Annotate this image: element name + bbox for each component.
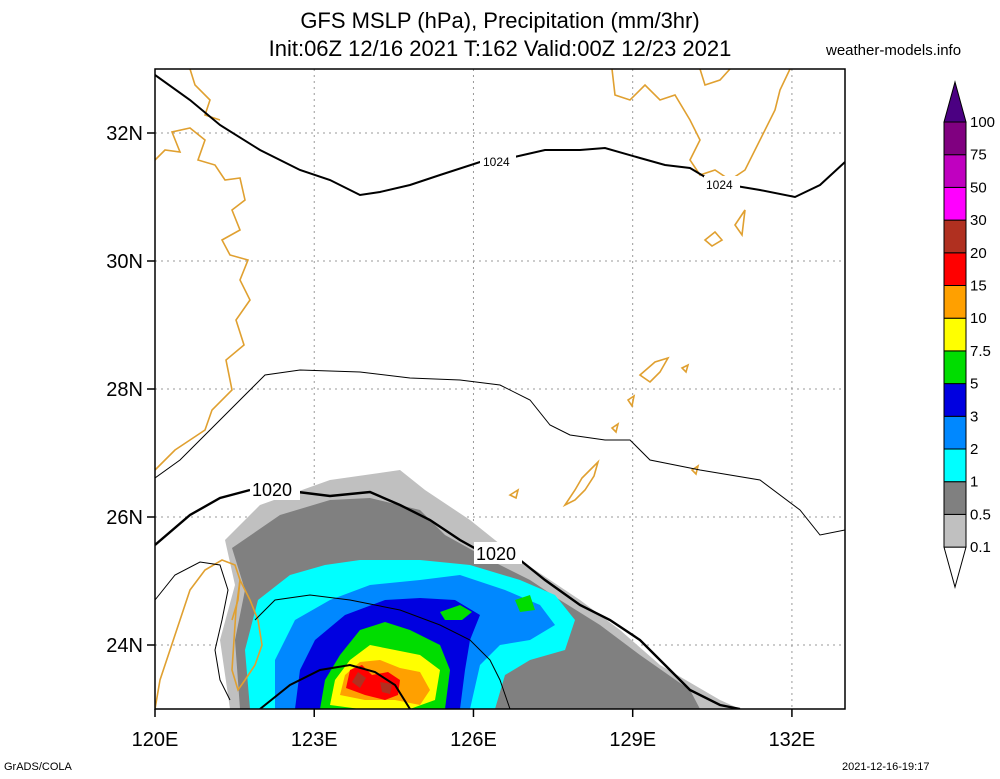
- precip-cell-east: [440, 595, 535, 620]
- tick-label-lon: 120E: [132, 729, 179, 751]
- colorbar-segment: [943, 513, 967, 548]
- isobar-label-1024-west: 1024: [483, 155, 510, 169]
- isobar-label-bg: [480, 152, 516, 168]
- axis-ticks: 120E 123E 126E 129E 132E 24N 26N 28N 30N 32N: [106, 123, 815, 751]
- colorbar-label: 10: [970, 310, 987, 327]
- coastline-china: [155, 127, 251, 471]
- isobar-label-bg: [474, 542, 522, 564]
- colorbar-label: 75: [970, 147, 987, 164]
- coastline-taiwan: [231, 577, 263, 692]
- map-title: GFS MSLP (hPa), Precipitation (mm/3hr): [300, 8, 700, 33]
- colorbar-segment: [943, 448, 967, 483]
- island-amami: [638, 356, 690, 384]
- colorbar-segment: [943, 121, 967, 156]
- colorbar-label: 1: [970, 474, 978, 491]
- colorbar-label: 5: [970, 376, 978, 393]
- island-okinawa: [508, 394, 700, 508]
- footer-timestamp: 2021-12-16-19:17: [842, 761, 930, 773]
- coastline-korea-kyushu: [611, 69, 791, 181]
- isobar-label-bg: [250, 478, 300, 500]
- tick-label-lat: 24N: [106, 635, 143, 657]
- colorbar-segment: [943, 415, 967, 450]
- colorbar-segment: [943, 285, 967, 319]
- colorbar-label: 30: [970, 212, 987, 229]
- colorbar-label: 0.5: [970, 506, 991, 523]
- colorbar-label: 15: [970, 278, 987, 295]
- tick-label-lat: 26N: [106, 507, 143, 529]
- island-tanegashima: [703, 209, 746, 247]
- map-subtitle: Init:06Z 12/16 2021 T:162 Valid:00Z 12/2…: [268, 36, 732, 61]
- isobar-labels: 1024 1024 1020 1020: [250, 152, 740, 564]
- colorbar-label: 20: [970, 245, 987, 262]
- isobar-1018: [155, 561, 511, 709]
- isobar-label-1024-east: 1024: [706, 178, 733, 192]
- colorbar-label: 2: [970, 441, 978, 458]
- tick-label-lat: 28N: [106, 379, 143, 401]
- colorbar-segment: [943, 154, 967, 188]
- colorbar-segment: [943, 219, 967, 254]
- precipitation-field: [220, 470, 740, 709]
- colorbar-lower-arrow: [943, 546, 967, 589]
- coastline-kyushu-north: [699, 69, 731, 87]
- colorbar-segment: [943, 350, 967, 385]
- colorbar-segment: [943, 383, 967, 417]
- site-credit: weather-models.info: [826, 42, 962, 59]
- tick-label-lon: 123E: [291, 729, 338, 751]
- colorbar-upper-arrow: [943, 80, 967, 123]
- tick-label-lat: 30N: [106, 251, 143, 273]
- tick-label-lon: 129E: [609, 729, 656, 751]
- isobar-1022: [155, 369, 845, 536]
- colorbar: 0.1 0.5 1 2 3 5 7.5 10 15 20 30 50 75 100: [943, 80, 995, 589]
- plot-area: 1024 1024 1020 1020 120E 123E 126E 129E 132E…: [106, 68, 846, 751]
- isobar-label-1020-west: 1020: [252, 480, 292, 500]
- colorbar-segment: [943, 317, 967, 352]
- precip-20: [352, 672, 392, 694]
- colorbar-label: 3: [970, 408, 978, 425]
- colorbar-segment: [943, 252, 967, 287]
- tick-label-lat: 32N: [106, 123, 143, 145]
- colorbar-label: 0.1: [970, 539, 991, 556]
- isobar-1016: [259, 663, 411, 709]
- colorbar-label: 100: [970, 114, 995, 131]
- colorbar-segment: [943, 186, 967, 221]
- isobar-label-1020-east: 1020: [476, 544, 516, 564]
- tick-label-lon: 132E: [769, 729, 816, 751]
- colorbar-label: 50: [970, 179, 987, 196]
- isobar-1020: [155, 488, 741, 709]
- tick-label-lon: 126E: [450, 729, 497, 751]
- colorbar-segment: [943, 481, 967, 515]
- footer-credit: GrADS/COLA: [4, 761, 72, 773]
- isobar-label-bg: [704, 176, 740, 192]
- colorbar-label: 7.5: [970, 343, 991, 360]
